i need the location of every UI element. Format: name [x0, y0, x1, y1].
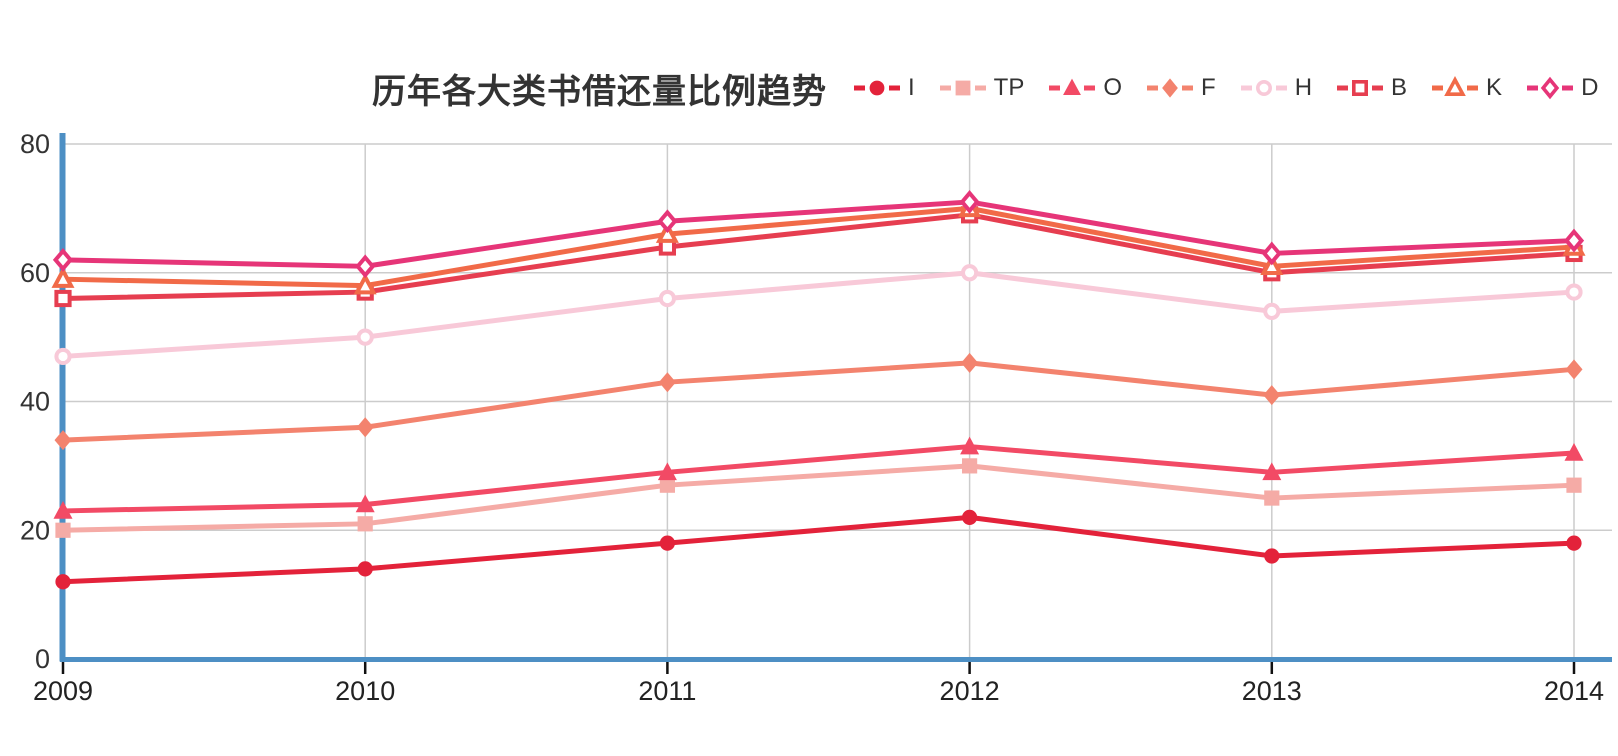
series-marker-TP	[1264, 490, 1280, 506]
legend-label: O	[1103, 74, 1123, 101]
series-line-O	[60, 444, 1577, 514]
series-marker-O	[1262, 462, 1282, 481]
legend-marker-circle-open-icon	[1240, 80, 1287, 96]
series-marker-I	[962, 509, 978, 525]
series-marker-B	[54, 289, 72, 308]
series-marker-K	[1260, 253, 1284, 276]
series-marker-F	[356, 417, 374, 438]
series-marker-TP	[357, 516, 373, 532]
series-marker-TP	[1566, 477, 1582, 493]
x-axis-label: 2012	[940, 676, 1000, 706]
series-line-H	[60, 270, 1577, 359]
legend: I TP O F H B K D	[853, 74, 1598, 102]
series-marker-TP	[55, 522, 71, 538]
legend-label: TP	[993, 74, 1025, 101]
series-marker-O	[355, 494, 375, 513]
x-axis-label: 2010	[335, 676, 395, 706]
series-marker-D	[959, 190, 980, 214]
x-axis-label: 2013	[1242, 676, 1302, 706]
series-marker-H	[1565, 283, 1583, 301]
legend-marker-circle-filled-icon	[854, 80, 900, 96]
series-marker-O	[657, 462, 677, 481]
series-marker-K	[51, 266, 75, 288]
x-axis-label: 2009	[33, 676, 93, 706]
legend-label: D	[1581, 74, 1599, 101]
series-marker-F	[658, 372, 676, 393]
series-marker-F	[1263, 385, 1281, 406]
series-line-K	[60, 205, 1577, 289]
series-line-D	[60, 199, 1577, 269]
legend-item-B[interactable]: B	[1336, 74, 1407, 102]
series-marker-F	[54, 430, 72, 451]
y-axis-label: 60	[20, 258, 50, 288]
series-marker-D	[52, 247, 74, 272]
series-marker-O	[1564, 443, 1584, 461]
legend-item-K[interactable]: K	[1431, 74, 1502, 102]
legend-label: I	[908, 74, 915, 101]
legend-marker-square-open-icon	[1337, 80, 1384, 96]
series-marker-I	[659, 535, 676, 551]
legend-item-D[interactable]: D	[1526, 74, 1598, 102]
series-marker-D	[657, 209, 678, 234]
series-marker-D	[1563, 228, 1585, 253]
legend-item-O[interactable]: O	[1048, 74, 1122, 102]
legend-marker-triangle-filled-icon	[1049, 78, 1096, 96]
y-axis-label: 80	[20, 129, 50, 159]
series-marker-I	[1566, 535, 1582, 551]
series-line-B	[60, 212, 1577, 301]
series-marker-TP	[659, 477, 675, 493]
x-axis-label: 2011	[638, 676, 696, 706]
series-marker-TP	[962, 458, 978, 474]
legend-marker-triangle-open-icon	[1432, 76, 1479, 96]
legend-item-TP[interactable]: TP	[939, 74, 1025, 102]
chart-title: 历年各大类书借还量比例趋势	[372, 72, 827, 111]
legend-label: B	[1391, 74, 1408, 101]
y-axis-label: 20	[20, 515, 50, 545]
series-marker-F	[1565, 359, 1583, 380]
series-marker-O	[53, 500, 73, 519]
series-marker-D	[1261, 241, 1282, 266]
legend-item-I[interactable]: I	[853, 74, 915, 102]
legend-marker-diamond-open-icon	[1527, 76, 1574, 100]
series-marker-F	[961, 352, 979, 373]
series-marker-H	[658, 289, 677, 308]
series-marker-O	[960, 436, 980, 455]
series-marker-H	[54, 347, 72, 366]
y-axis-label: 40	[20, 387, 50, 417]
series-marker-I	[55, 574, 71, 590]
legend-marker-diamond-filled-icon	[1147, 78, 1194, 98]
legend-item-F[interactable]: F	[1146, 74, 1216, 102]
series-marker-H	[1263, 302, 1281, 320]
series-marker-K	[353, 272, 377, 295]
series-line-F	[60, 360, 1577, 443]
series-marker-K	[655, 221, 679, 243]
y-axis-label: 0	[35, 644, 50, 674]
series-line-I	[60, 514, 1577, 585]
legend-label: F	[1201, 74, 1216, 101]
legend-marker-square-filled-icon	[939, 80, 986, 96]
legend-item-H[interactable]: H	[1240, 74, 1312, 102]
series-marker-I	[1264, 548, 1280, 564]
series-marker-D	[355, 254, 376, 279]
series-marker-H	[961, 264, 979, 282]
legend-label: K	[1486, 74, 1503, 101]
series-marker-H	[356, 328, 374, 346]
chart-header: 历年各大类书借还量比例趋势 I TP O F H B K D	[372, 64, 1598, 112]
legend-label: H	[1294, 74, 1313, 101]
series-marker-I	[357, 561, 373, 577]
series-line-TP	[60, 463, 1577, 533]
x-axis-label: 2014	[1544, 676, 1604, 706]
